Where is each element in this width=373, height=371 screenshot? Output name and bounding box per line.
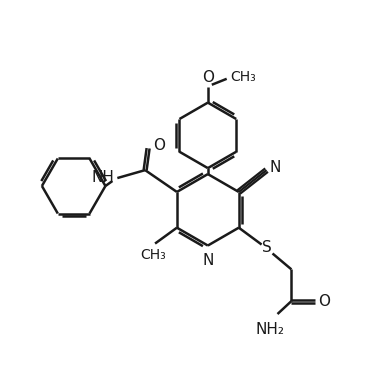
Text: NH: NH [91, 170, 115, 184]
Text: CH₃: CH₃ [231, 70, 256, 84]
Text: CH₃: CH₃ [140, 247, 166, 262]
Text: O: O [318, 293, 330, 309]
Text: O: O [202, 70, 214, 85]
Text: N: N [202, 253, 213, 269]
Text: NH₂: NH₂ [255, 322, 284, 337]
Text: N: N [270, 160, 281, 175]
Text: O: O [153, 138, 165, 153]
Text: S: S [262, 240, 272, 255]
